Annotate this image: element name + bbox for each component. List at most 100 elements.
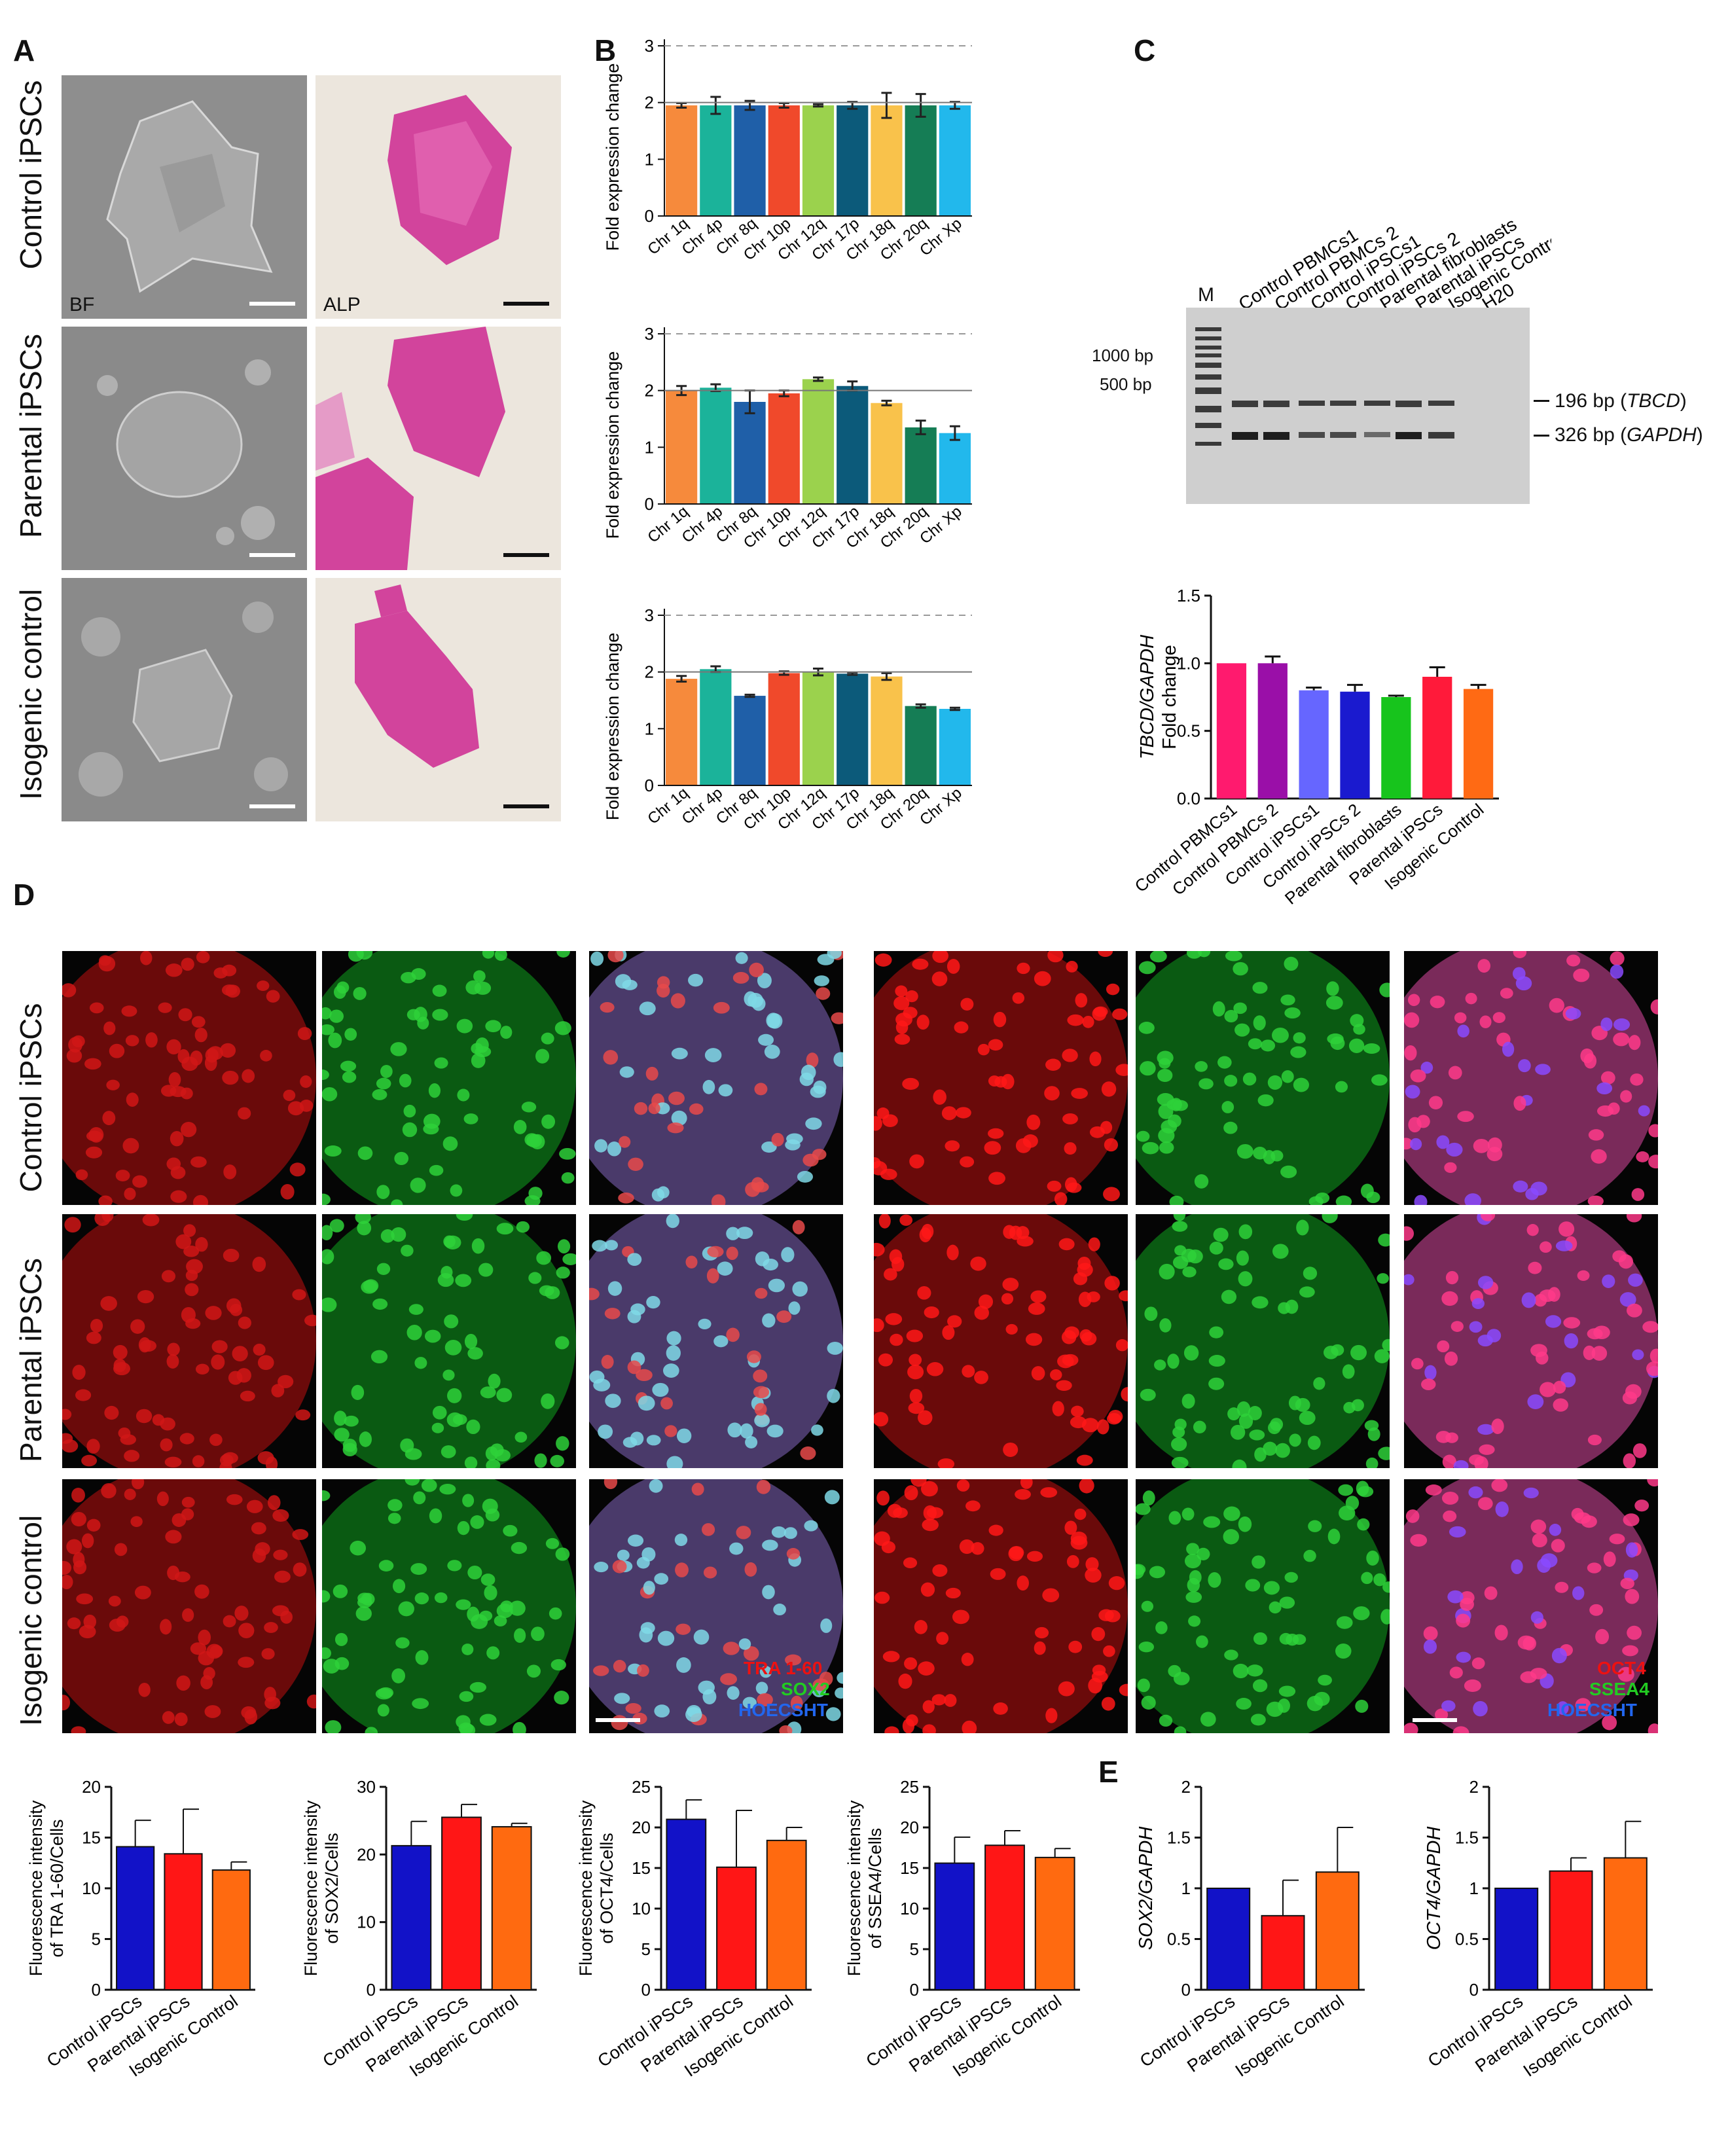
nucleus <box>439 1484 456 1495</box>
nucleus <box>792 1220 805 1234</box>
y-tick-label: 1.5 <box>1177 586 1200 605</box>
nucleus <box>1523 1487 1539 1499</box>
nucleus <box>1580 1048 1594 1064</box>
nucleus <box>1064 1520 1077 1535</box>
nucleus <box>1224 1075 1238 1087</box>
nucleus <box>1500 988 1513 999</box>
fluorescence-image <box>62 951 316 1205</box>
nucleus <box>1591 1149 1607 1164</box>
fluorescence-image <box>1404 951 1658 1205</box>
nucleus <box>827 951 842 960</box>
nucleus <box>1350 1014 1364 1028</box>
nucleus <box>132 1479 145 1490</box>
bar <box>116 1846 155 1990</box>
nucleus <box>1174 1726 1187 1733</box>
nucleus <box>1454 1012 1467 1024</box>
nucleus <box>1565 1007 1581 1020</box>
nucleus <box>649 1479 663 1493</box>
nucleus <box>1430 996 1445 1009</box>
nucleus <box>704 1048 722 1063</box>
y-tick-label: 3 <box>645 605 654 625</box>
nucleus <box>204 1055 217 1071</box>
fluorescence-image <box>1136 1479 1390 1733</box>
nucleus <box>1348 1038 1365 1053</box>
nucleus <box>1155 1621 1168 1634</box>
fluorescence-image <box>322 1479 576 1733</box>
nucleus <box>674 1534 688 1547</box>
nucleus <box>81 1454 98 1467</box>
nucleus <box>1045 1058 1061 1071</box>
nucleus <box>1260 1039 1276 1052</box>
nucleus <box>228 1371 243 1385</box>
nucleus <box>1218 1258 1234 1270</box>
nucleus <box>205 1306 222 1320</box>
nucleus <box>946 1244 959 1261</box>
nucleus <box>1625 1589 1640 1604</box>
gel-lane-labels: M <box>1198 284 1214 306</box>
nucleus <box>1636 1151 1649 1162</box>
nucleus <box>833 1052 843 1068</box>
nucleus <box>380 1064 393 1078</box>
nucleus <box>516 1221 530 1233</box>
nucleus <box>742 1697 757 1709</box>
nucleus <box>1623 1513 1640 1526</box>
nucleus <box>180 1122 197 1138</box>
nucleus <box>1067 1014 1084 1026</box>
nucleus <box>1650 999 1658 1015</box>
legend-ssea4: SSEA4 <box>1589 1679 1649 1699</box>
y-tick-label: 2 <box>1181 1777 1191 1797</box>
nucleus <box>457 1088 470 1102</box>
band-label-gapdh: 326 bp (GAPDH) <box>1555 424 1703 446</box>
nucleus <box>168 1071 181 1087</box>
nucleus <box>391 1199 403 1205</box>
nucleus <box>138 1337 151 1353</box>
nucleus <box>142 1214 160 1227</box>
nucleus <box>175 1234 192 1249</box>
bar-chr-8q <box>734 402 766 504</box>
nucleus <box>85 1146 103 1159</box>
nucleus <box>921 1481 938 1497</box>
panel-letter-a: A <box>13 33 35 67</box>
nucleus <box>984 1141 1001 1155</box>
nucleus <box>185 1318 201 1329</box>
nucleus <box>762 1313 776 1328</box>
nucleus <box>1649 1348 1658 1363</box>
nucleus <box>902 1077 920 1090</box>
nucleus <box>617 1549 630 1561</box>
nucleus <box>1187 1577 1200 1592</box>
nucleus <box>429 1508 442 1524</box>
nucleus <box>1208 1377 1225 1390</box>
nucleus <box>104 1405 119 1420</box>
nucleus <box>1537 1558 1551 1573</box>
row-label-isogenic: Isogenic control <box>14 1515 48 1726</box>
nucleus <box>99 955 111 966</box>
nucleus <box>1625 1542 1638 1558</box>
nucleus <box>1517 1635 1535 1650</box>
nucleus <box>103 1021 116 1035</box>
nucleus <box>1188 1615 1201 1627</box>
nucleus <box>1275 1443 1290 1458</box>
nucleus <box>1451 1321 1464 1332</box>
nucleus <box>660 1397 673 1410</box>
panel-letter-c: C <box>1134 33 1156 67</box>
nucleus <box>1193 1420 1206 1433</box>
nucleus <box>640 1622 655 1634</box>
nucleus <box>1335 1195 1352 1205</box>
nucleus <box>1252 982 1268 994</box>
nucleus <box>550 1454 564 1467</box>
nucleus <box>776 1310 792 1323</box>
nucleus <box>1221 1101 1234 1113</box>
nucleus <box>1452 1726 1469 1733</box>
nucleus <box>378 1687 394 1698</box>
nucleus <box>1002 1278 1019 1291</box>
nucleus <box>1308 1520 1322 1532</box>
nucleus <box>1140 1061 1156 1076</box>
nucleus <box>1136 1503 1151 1515</box>
nucleus <box>914 1619 928 1634</box>
nucleus <box>1171 1437 1187 1452</box>
nucleus <box>1583 1345 1596 1360</box>
nucleus <box>955 1107 971 1119</box>
bar <box>934 1862 975 1990</box>
nucleus <box>113 1358 126 1373</box>
